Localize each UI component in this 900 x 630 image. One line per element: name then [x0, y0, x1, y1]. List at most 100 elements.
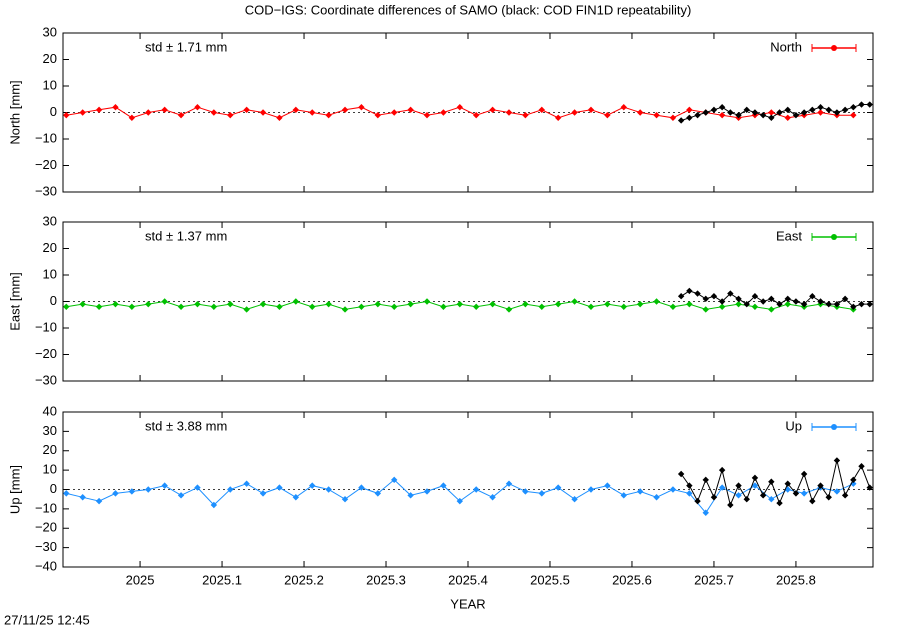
point [833, 457, 841, 464]
point [505, 109, 513, 116]
y-tick-label: 0 [50, 104, 57, 119]
point [620, 303, 627, 310]
point [759, 298, 767, 305]
point [784, 114, 791, 121]
point [809, 497, 816, 505]
x-axis-label: YEAR [450, 596, 485, 611]
point [727, 501, 734, 509]
point [776, 499, 783, 507]
point [702, 306, 709, 313]
point [694, 497, 701, 505]
legend-marker [831, 424, 837, 430]
point [423, 298, 431, 305]
plot-frame [62, 32, 874, 193]
point [472, 111, 480, 119]
point [743, 300, 750, 308]
point [784, 295, 791, 303]
point [751, 293, 759, 300]
point [505, 306, 513, 313]
y-tick-label: −20 [35, 520, 57, 535]
legend-label: Up [785, 418, 802, 433]
point [161, 298, 168, 305]
y-axis-label: East [mm] [7, 272, 22, 331]
point [751, 482, 759, 489]
point [538, 303, 545, 310]
point [243, 480, 250, 487]
point [358, 303, 365, 310]
point [743, 495, 750, 503]
point [128, 114, 136, 121]
point [702, 476, 709, 484]
point [817, 104, 824, 111]
point [841, 295, 849, 303]
point [800, 300, 808, 308]
point [686, 490, 693, 497]
point [489, 300, 496, 308]
std-annotation: std ± 1.71 mm [145, 39, 227, 54]
point [292, 298, 300, 305]
series-line [680, 290, 870, 308]
chart-title: COD−IGS: Coordinate differences of SAMO … [245, 2, 692, 17]
point [768, 295, 775, 303]
point [850, 104, 857, 111]
y-tick-label: 10 [43, 266, 57, 281]
point [743, 106, 750, 114]
point [850, 111, 857, 119]
point [686, 482, 693, 489]
y-tick-label: 20 [43, 442, 57, 457]
point [505, 480, 513, 487]
point [194, 484, 201, 491]
point [538, 490, 545, 497]
point [522, 488, 529, 495]
point [735, 300, 742, 308]
point [710, 494, 718, 501]
x-tick-label: 2025.1 [202, 572, 242, 587]
y-tick-label: −30 [35, 372, 57, 387]
point [161, 106, 168, 114]
point [653, 111, 660, 119]
point [768, 478, 775, 485]
point [309, 482, 316, 489]
point [735, 492, 742, 499]
point [718, 303, 726, 310]
point [768, 114, 775, 121]
point [95, 497, 103, 505]
point [276, 484, 283, 491]
point [374, 300, 382, 308]
point [850, 303, 857, 310]
point [686, 287, 693, 295]
point [825, 106, 832, 114]
point [341, 495, 349, 503]
point [112, 300, 119, 308]
point [194, 104, 201, 111]
point [677, 293, 685, 300]
point [112, 490, 119, 497]
point [751, 303, 759, 310]
point [391, 303, 398, 310]
point [735, 295, 742, 303]
point [620, 104, 627, 111]
point [554, 114, 562, 121]
point [63, 303, 70, 310]
point [440, 482, 447, 489]
point [735, 111, 742, 119]
point [702, 295, 709, 303]
point [79, 494, 86, 501]
plot-frame [62, 221, 874, 382]
point [276, 303, 283, 310]
point [636, 109, 644, 116]
y-tick-label: 20 [43, 51, 57, 66]
point [325, 300, 332, 308]
y-tick-label: 10 [43, 462, 57, 477]
point [686, 300, 693, 308]
std-annotation: std ± 3.88 mm [145, 418, 227, 433]
point [620, 492, 627, 499]
legend-marker [831, 45, 837, 51]
point [79, 109, 86, 116]
point [374, 111, 382, 119]
point [259, 300, 267, 308]
point [718, 104, 726, 111]
point [702, 509, 709, 516]
point [792, 298, 800, 305]
